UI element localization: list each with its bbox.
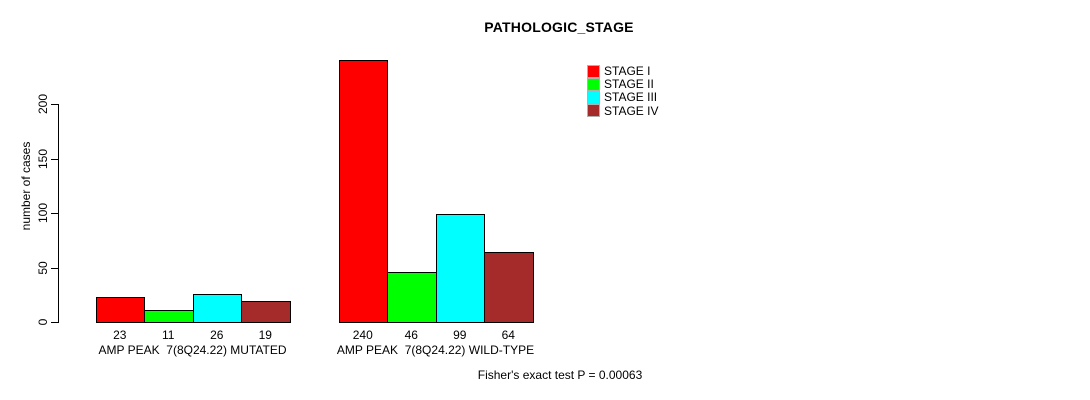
y-axis-line [58,104,59,323]
x-category-label: AMP PEAK 7(8Q24.22) WILD-TYPE [336,343,535,357]
bar-value-label: 240 [352,328,373,342]
legend-swatch-stage-ii [587,77,600,91]
y-tick [51,213,58,214]
legend-swatch-stage-iv [587,104,600,118]
bar-stage-i [338,60,388,323]
bar-value-label: 26 [210,328,224,342]
legend-item: STAGE II [587,77,654,92]
chart-title: PATHOLOGIC_STAGE [484,19,634,35]
y-tick [51,322,58,323]
fisher-test-annotation: Fisher's exact test P = 0.00063 [477,368,643,382]
bar-stage-i [95,297,145,323]
legend-swatch-stage-iii [587,90,600,104]
bar-value-label: 46 [404,328,418,342]
bar-value-label: 11 [162,328,175,342]
bar-stage-iv [484,252,534,323]
bar-value-label: 99 [453,328,467,342]
y-tick [51,267,58,269]
legend-item: STAGE I [587,64,651,78]
legend-item: STAGE IV [587,103,659,118]
bar-value-label: 64 [501,328,515,342]
legend-swatch-stage-i [587,64,600,78]
legend-label: STAGE II [604,77,654,92]
legend-item: STAGE III [587,90,658,105]
y-tick [51,104,58,105]
bar-stage-iii [435,214,485,323]
legend-label: STAGE IV [604,103,659,118]
bar-stage-iv [241,301,291,323]
legend-label: STAGE I [604,64,651,78]
bar-value-label: 23 [113,328,127,342]
y-tick [51,158,58,160]
legend-label: STAGE III [604,90,658,105]
bar-stage-iii [192,294,242,323]
x-category-label: AMP PEAK 7(8Q24.22) MUTATED [98,343,287,357]
bar-value-label: 19 [258,328,272,342]
